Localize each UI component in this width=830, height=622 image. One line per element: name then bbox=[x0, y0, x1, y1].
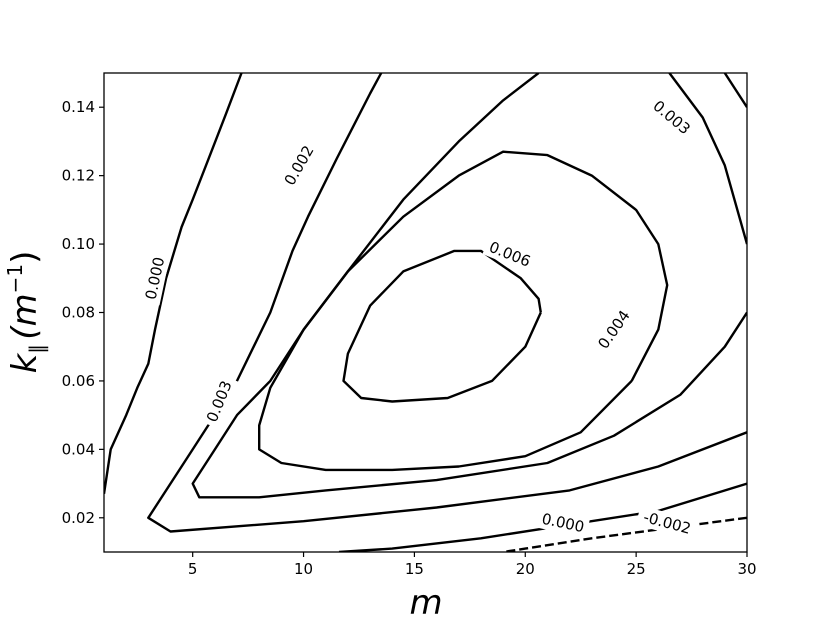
y-tick-label: 0.12 bbox=[62, 167, 95, 185]
contour-line-4 bbox=[723, 73, 747, 108]
contour-label-gap bbox=[277, 138, 321, 193]
contour-label-gap bbox=[482, 235, 538, 274]
contour-labels: 0.0060.0040.0030.0030.0020.0000.000-0.00… bbox=[139, 93, 699, 541]
x-axis-ticks: 5 10 15 20 25 30 bbox=[188, 552, 757, 578]
contour-label-text: 0.002 bbox=[281, 142, 318, 188]
x-axis-label: m bbox=[409, 583, 442, 622]
y-tick-label: 0.04 bbox=[62, 440, 95, 458]
y-tick-label: 0.14 bbox=[62, 98, 95, 116]
contour-label-8: -0.002 bbox=[635, 505, 699, 541]
x-tick-label: 25 bbox=[627, 560, 646, 578]
contour-label-gap bbox=[139, 251, 171, 306]
contour-line-5 bbox=[147, 73, 747, 533]
contour-label-0: 0.006 bbox=[482, 235, 538, 274]
y-tick-label: 0.10 bbox=[62, 235, 95, 253]
contour-line-0 bbox=[342, 249, 542, 403]
y-tick-label: 0.02 bbox=[62, 509, 95, 527]
contour-label-text: 0.003 bbox=[649, 97, 693, 138]
y-tick-label: 0.06 bbox=[62, 372, 95, 390]
contour-line-7 bbox=[104, 73, 243, 494]
contour-label-text: 0.006 bbox=[487, 238, 534, 271]
y-axis-label-subscript: ∥ bbox=[25, 344, 49, 354]
x-tick-label: 15 bbox=[405, 560, 424, 578]
contour-label-gap bbox=[635, 505, 699, 541]
y-axis-label-close: ) bbox=[5, 251, 45, 264]
x-tick-label: 5 bbox=[188, 560, 198, 578]
y-axis-label-unit: (m bbox=[5, 293, 45, 339]
contour-lines bbox=[104, 73, 747, 552]
contour-label-gap bbox=[645, 93, 698, 142]
x-tick-label: 20 bbox=[516, 560, 535, 578]
contour-line-2 bbox=[191, 73, 747, 499]
contour-line-6 bbox=[338, 482, 747, 552]
contour-label-gap bbox=[200, 374, 239, 429]
contour-label-text: 0.003 bbox=[203, 378, 236, 425]
contour-label-text: -0.002 bbox=[642, 508, 693, 538]
y-axis-label-symbol: k bbox=[5, 352, 45, 373]
contour-label-5: 0.002 bbox=[277, 138, 321, 193]
y-tick-label: 0.08 bbox=[62, 304, 95, 322]
contour-label-6: 0.000 bbox=[535, 507, 591, 538]
y-axis-ticks: 0.02 0.04 0.06 0.08 0.10 0.12 0.14 bbox=[62, 98, 104, 527]
x-tick-label: 30 bbox=[737, 560, 756, 578]
y-axis-label-exponent: −1 bbox=[3, 264, 27, 293]
y-axis-label: k∥ (m−1) bbox=[3, 251, 49, 374]
contour-line-1 bbox=[258, 150, 669, 472]
contour-label-gap bbox=[591, 302, 637, 357]
contour-label-1: 0.004 bbox=[591, 302, 637, 357]
contour-line-3 bbox=[668, 73, 747, 245]
contour-label-gap bbox=[535, 507, 591, 538]
x-tick-label: 10 bbox=[294, 560, 313, 578]
